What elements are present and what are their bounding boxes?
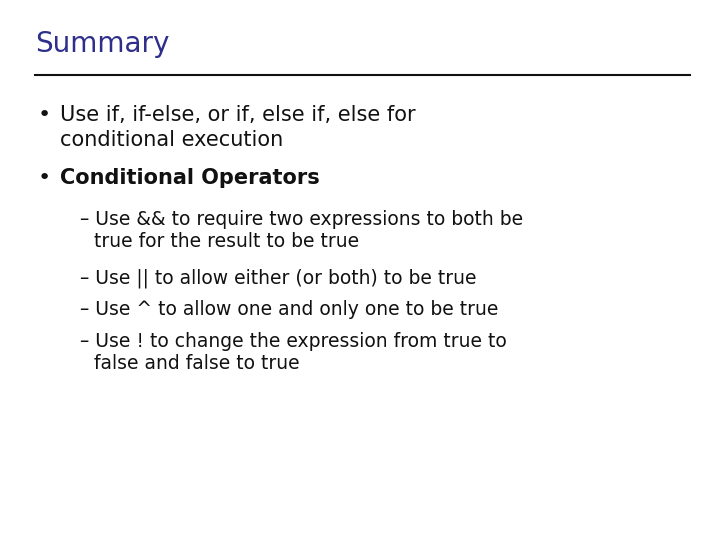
- Text: Summary: Summary: [35, 30, 169, 58]
- Text: •: •: [38, 105, 51, 125]
- Text: false and false to true: false and false to true: [94, 354, 300, 373]
- Text: – Use ^ to allow one and only one to be true: – Use ^ to allow one and only one to be …: [80, 300, 498, 319]
- Text: Conditional Operators: Conditional Operators: [60, 168, 320, 188]
- Text: true for the result to be true: true for the result to be true: [94, 232, 359, 251]
- Text: Use if, if-else, or if, else if, else for: Use if, if-else, or if, else if, else fo…: [60, 105, 415, 125]
- Text: – Use ! to change the expression from true to: – Use ! to change the expression from tr…: [80, 332, 507, 351]
- Text: – Use || to allow either (or both) to be true: – Use || to allow either (or both) to be…: [80, 268, 477, 287]
- Text: – Use && to require two expressions to both be: – Use && to require two expressions to b…: [80, 210, 523, 229]
- Text: conditional execution: conditional execution: [60, 130, 283, 150]
- Text: •: •: [38, 168, 51, 188]
